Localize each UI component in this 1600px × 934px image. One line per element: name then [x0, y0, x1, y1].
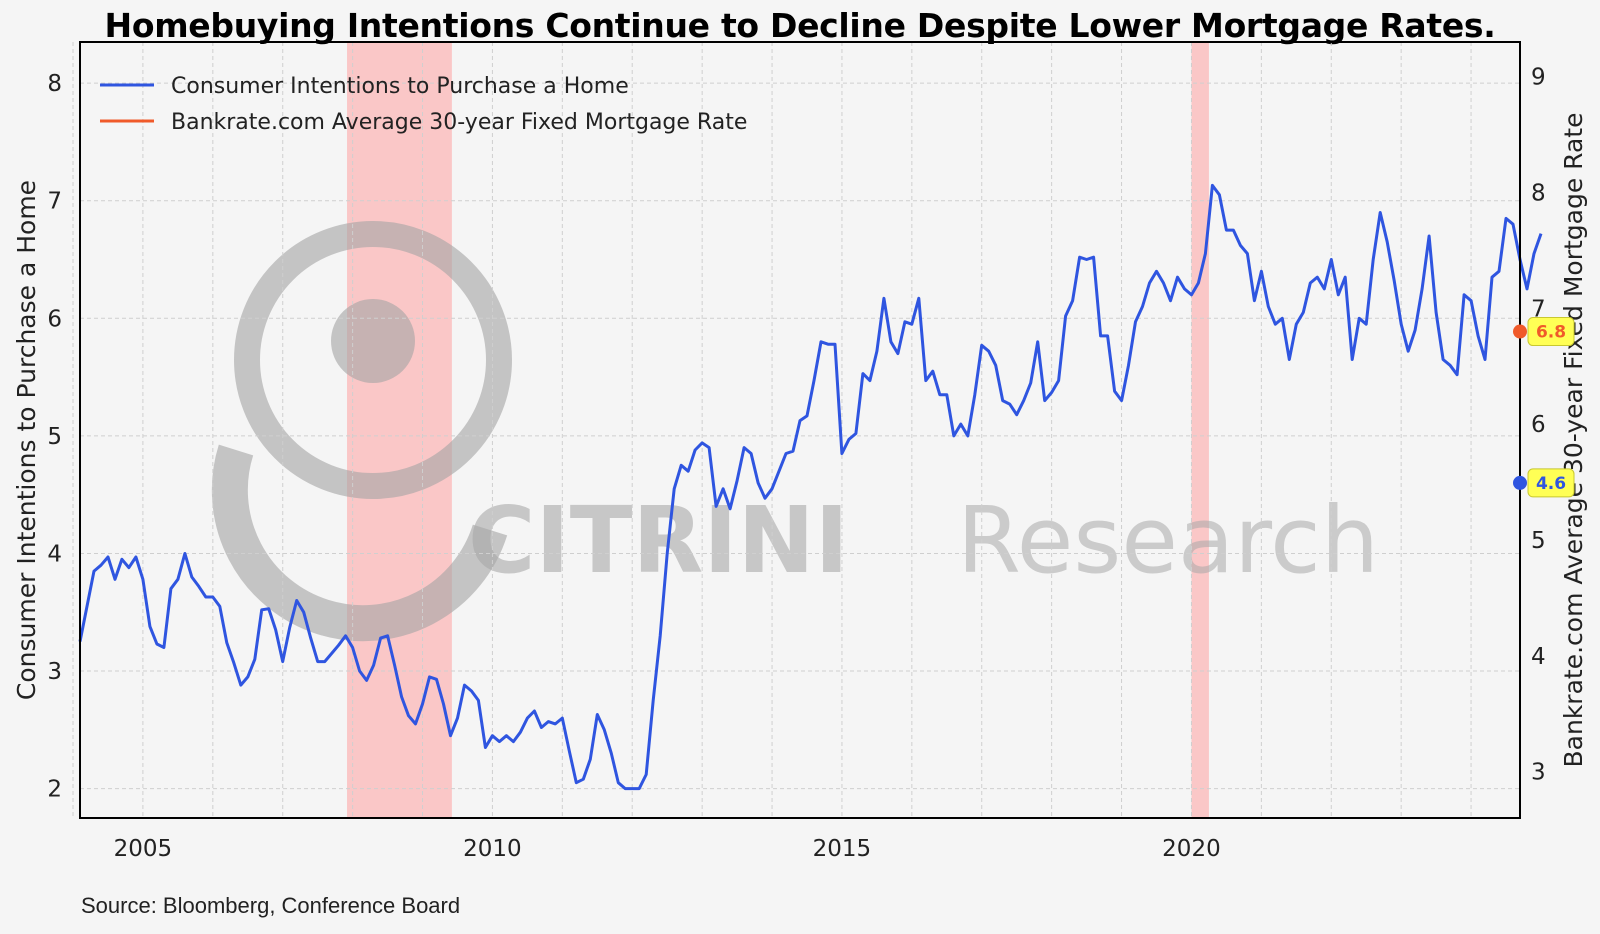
legend-item-intentions: Consumer Intentions to Purchase a Home	[171, 74, 629, 99]
watermark-bold-text: CITRINI	[468, 487, 849, 594]
left-tick-label: 7	[47, 189, 62, 215]
series-end-label: 4.6	[1536, 474, 1566, 494]
right-tick-label: 7	[1531, 296, 1546, 322]
right-tick-label: 3	[1531, 760, 1546, 786]
recession-band	[347, 42, 452, 818]
watermark: CITRINI Research	[211, 221, 1379, 642]
left-tick-label: 8	[47, 71, 62, 97]
left-axis-label: Consumer Intentions to Purchase a Home	[12, 180, 41, 700]
series-end-badge	[1527, 317, 1575, 347]
watermark-light-text: Research	[957, 487, 1379, 594]
left-tick-label: 2	[47, 777, 62, 803]
plot-frame	[79, 41, 1521, 819]
left-tick-label: 6	[47, 306, 62, 332]
right-tick-label: 6	[1531, 412, 1546, 438]
right-tick-label: 9	[1531, 65, 1546, 91]
x-tick-label: 2010	[463, 836, 522, 862]
left-tick-label: 4	[47, 541, 62, 567]
x-tick-label: 2020	[1162, 836, 1221, 862]
source-note: Source: Bloomberg, Conference Board	[81, 893, 461, 918]
legend-item-mortgage: Bankrate.com Average 30-year Fixed Mortg…	[171, 110, 747, 135]
x-tick-label: 2005	[114, 836, 173, 862]
series-end-marker	[1513, 324, 1527, 339]
right-tick-label: 8	[1531, 181, 1546, 207]
series-end-label: 6.8	[1536, 323, 1566, 343]
right-tick-label: 4	[1531, 644, 1546, 670]
chart-title: Homebuying Intentions Continue to Declin…	[104, 6, 1496, 45]
series-line-0	[78, 183, 1543, 791]
x-tick-label: 2015	[813, 836, 872, 862]
recession-band	[1191, 42, 1209, 818]
left-tick-label: 5	[47, 424, 62, 450]
series-end-marker	[1513, 475, 1527, 490]
right-tick-label: 5	[1531, 528, 1546, 554]
legend: Consumer Intentions to Purchase a Home B…	[100, 74, 747, 135]
left-tick-label: 3	[47, 659, 62, 685]
series-end-badge	[1527, 468, 1575, 498]
right-axis-label: Bankrate.com Average 30-year Fixed Mortg…	[1559, 113, 1588, 768]
